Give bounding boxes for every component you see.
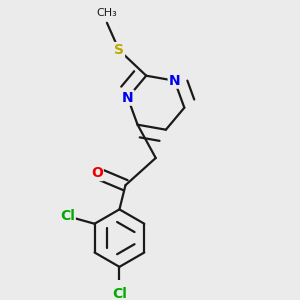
Text: O: O	[91, 166, 103, 180]
Text: S: S	[114, 43, 124, 57]
Text: N: N	[122, 91, 134, 105]
Text: N: N	[169, 74, 180, 88]
Text: CH₃: CH₃	[97, 8, 117, 18]
Text: Cl: Cl	[60, 209, 75, 223]
Text: Cl: Cl	[112, 287, 127, 300]
